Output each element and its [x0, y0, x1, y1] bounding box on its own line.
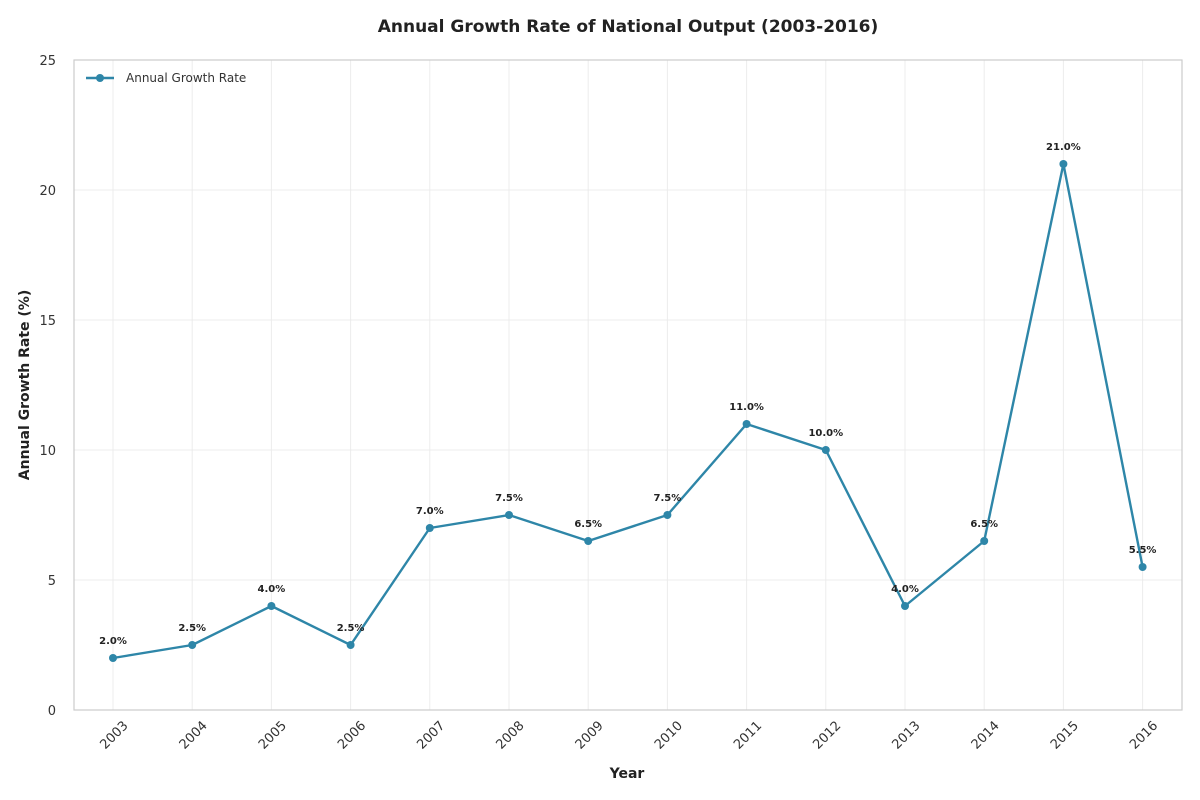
y-tick-label: 20 — [39, 184, 56, 199]
data-label: 7.5% — [654, 493, 682, 504]
y-tick-label: 5 — [48, 574, 56, 589]
data-label: 4.0% — [891, 584, 919, 595]
chart-title: Annual Growth Rate of National Output (2… — [378, 17, 879, 37]
data-label: 6.5% — [970, 519, 998, 530]
data-point — [425, 524, 434, 532]
y-tick-label: 15 — [39, 314, 56, 329]
data-point — [742, 420, 751, 428]
data-point — [901, 602, 909, 610]
y-tick-label: 10 — [39, 444, 56, 459]
data-point — [188, 641, 197, 649]
gridlines — [74, 60, 1182, 710]
series-line — [111, 162, 1144, 660]
data-label: 21.0% — [1046, 142, 1081, 153]
x-axis-label: Year — [609, 766, 645, 782]
legend-label: Annual Growth Rate — [126, 71, 246, 85]
data-point — [980, 537, 989, 545]
data-label: 2.5% — [337, 623, 365, 634]
data-point — [109, 654, 117, 662]
y-tick-label: 0 — [48, 704, 56, 719]
data-point — [505, 511, 513, 519]
y-axis-ticks: 0 5 10 15 20 25 — [39, 54, 56, 719]
data-point — [1138, 563, 1147, 571]
y-axis-label: Annual Growth Rate (%) — [17, 290, 33, 480]
legend-dot-marker — [96, 74, 104, 82]
data-label: 5.5% — [1129, 545, 1157, 556]
data-label: 2.5% — [178, 623, 206, 634]
data-label: 6.5% — [574, 519, 602, 530]
plot-frame — [73, 59, 1183, 711]
data-point — [1059, 160, 1068, 168]
legend: Annual Growth Rate — [86, 71, 246, 85]
data-point — [267, 602, 276, 610]
data-label: 4.0% — [258, 584, 286, 595]
data-label: 7.0% — [416, 506, 444, 517]
data-label: 7.5% — [495, 493, 523, 504]
data-label: 11.0% — [729, 402, 764, 413]
data-labels: 2.0% 2.5% 4.0% 2.5% 7.0% 7.5% 6.5% 7.5% 11.0% 10.… — [99, 142, 1156, 647]
y-tick-label: 25 — [39, 54, 56, 69]
data-point — [584, 537, 593, 545]
data-point — [821, 446, 830, 454]
data-label: 2.0% — [99, 636, 127, 647]
series-group — [109, 160, 1147, 662]
data-point — [346, 641, 355, 649]
data-label: 10.0% — [808, 428, 843, 439]
data-point — [663, 511, 672, 519]
